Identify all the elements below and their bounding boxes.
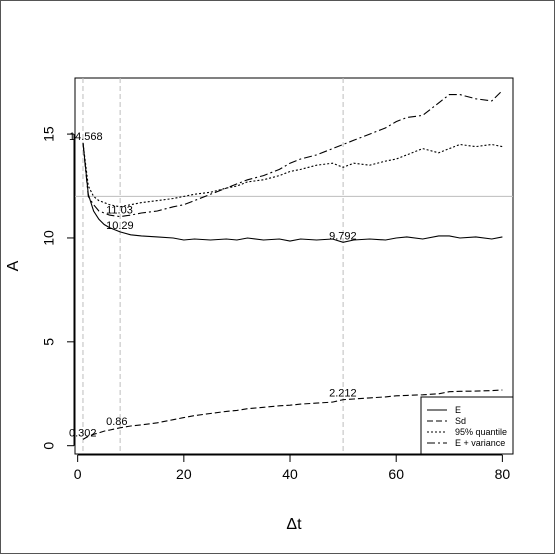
point-label-4: 2.212 bbox=[329, 388, 357, 400]
y-axis: 0 5 10 15 bbox=[41, 126, 75, 450]
y-tick-label-2: 10 bbox=[41, 230, 57, 246]
y-tick-label-1: 5 bbox=[41, 338, 57, 346]
series-line-3 bbox=[82, 90, 503, 218]
legend-box bbox=[420, 396, 514, 455]
x-tick-label-1: 20 bbox=[176, 466, 192, 482]
x-tick-label-3: 60 bbox=[388, 466, 404, 482]
point-label-6: 0.302 bbox=[69, 427, 97, 439]
y-tick-label-3: 15 bbox=[41, 126, 57, 142]
legend-label-3: E + variance bbox=[455, 438, 505, 448]
annotations: 14.568 11.03 10.29 9.792 2.212 0.86 0.302 bbox=[69, 131, 357, 439]
x-axis-title: Δt bbox=[286, 516, 302, 533]
series-lines bbox=[82, 90, 503, 440]
series-line-0 bbox=[82, 142, 503, 243]
series-line-1 bbox=[82, 389, 503, 440]
legend-label-2: 95% quantile bbox=[455, 427, 507, 437]
series-line-2 bbox=[82, 142, 503, 208]
x-axis: 0 20 40 60 80 bbox=[74, 454, 511, 482]
legend-label-0: E bbox=[455, 405, 461, 415]
reference-lines bbox=[75, 78, 513, 454]
point-label-1: 11.03 bbox=[106, 205, 133, 217]
point-label-0: 14.568 bbox=[69, 131, 103, 143]
x-tick-label-2: 40 bbox=[282, 466, 298, 482]
y-axis-title: A bbox=[5, 260, 22, 271]
point-label-5: 0.86 bbox=[106, 416, 127, 428]
point-label-3: 9.792 bbox=[329, 230, 357, 242]
x-tick-label-4: 80 bbox=[495, 466, 511, 482]
x-tick-label-0: 0 bbox=[74, 466, 82, 482]
plot-area bbox=[74, 77, 514, 455]
y-tick-label-0: 0 bbox=[41, 442, 57, 450]
legend-label-1: Sd bbox=[455, 416, 466, 426]
point-label-2: 10.29 bbox=[106, 220, 134, 232]
